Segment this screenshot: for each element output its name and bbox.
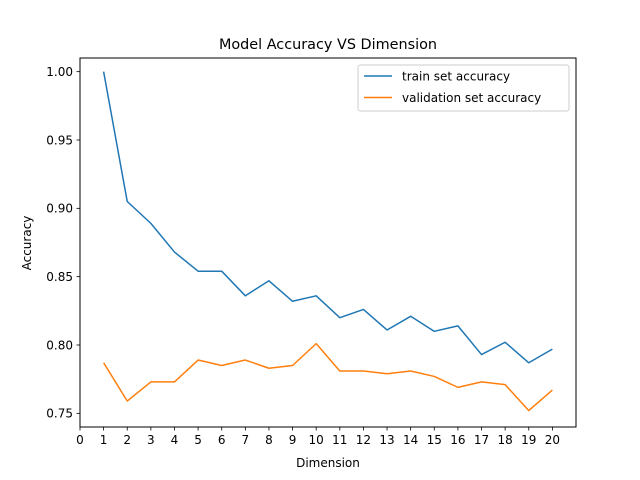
series-line-1: [102, 71, 553, 364]
x-tick-label: 9: [289, 433, 297, 447]
plot-lines: [102, 71, 553, 412]
x-tick-label: 10: [309, 433, 324, 447]
x-tick-label: 11: [332, 433, 347, 447]
x-tick-label: 13: [379, 433, 394, 447]
x-axis-ticks: 0 1 2 3 4 5 6 7 8 9 10 11 12 13 14 15 16 17 18 19 20: [76, 427, 560, 447]
y-tick-label: 0.75: [46, 407, 73, 421]
legend[interactable]: train set accuracy validation set accurac…: [357, 64, 570, 112]
x-tick-label: 3: [147, 433, 155, 447]
legend-label: validation set accuracy: [402, 91, 541, 105]
x-tick-label: 18: [498, 433, 513, 447]
plot-frame: [79, 57, 577, 428]
x-tick-label: 5: [194, 433, 202, 447]
y-tick-label: 0.90: [46, 202, 73, 216]
x-tick-label: 7: [242, 433, 250, 447]
x-tick-label: 17: [474, 433, 489, 447]
x-tick-label: 4: [171, 433, 179, 447]
x-tick-label: 6: [218, 433, 226, 447]
x-tick-label: 8: [265, 433, 273, 447]
y-tick-label: 0.85: [46, 270, 73, 284]
x-axis-label: Dimension: [296, 456, 360, 470]
legend-box: [357, 64, 570, 112]
x-tick-label: 12: [356, 433, 371, 447]
y-axis-ticks: 0.75 0.80 0.85 0.90 0.95 1.00: [46, 65, 80, 421]
series-line-2: [102, 342, 553, 412]
y-axis-label: Accuracy: [20, 216, 34, 271]
y-tick-label: 0.95: [46, 133, 73, 147]
x-tick-label: 14: [403, 433, 418, 447]
x-tick-label: 19: [521, 433, 536, 447]
x-tick-label: 0: [76, 433, 84, 447]
y-tick-label: 0.80: [46, 338, 73, 352]
chart-title: Model Accuracy VS Dimension: [219, 37, 437, 53]
x-tick-label: 15: [427, 433, 442, 447]
x-tick-label: 1: [100, 433, 108, 447]
x-tick-label: 20: [545, 433, 560, 447]
x-tick-label: 2: [123, 433, 131, 447]
y-tick-label: 1.00: [46, 65, 73, 79]
x-tick-label: 16: [450, 433, 465, 447]
legend-label: train set accuracy: [402, 69, 510, 83]
